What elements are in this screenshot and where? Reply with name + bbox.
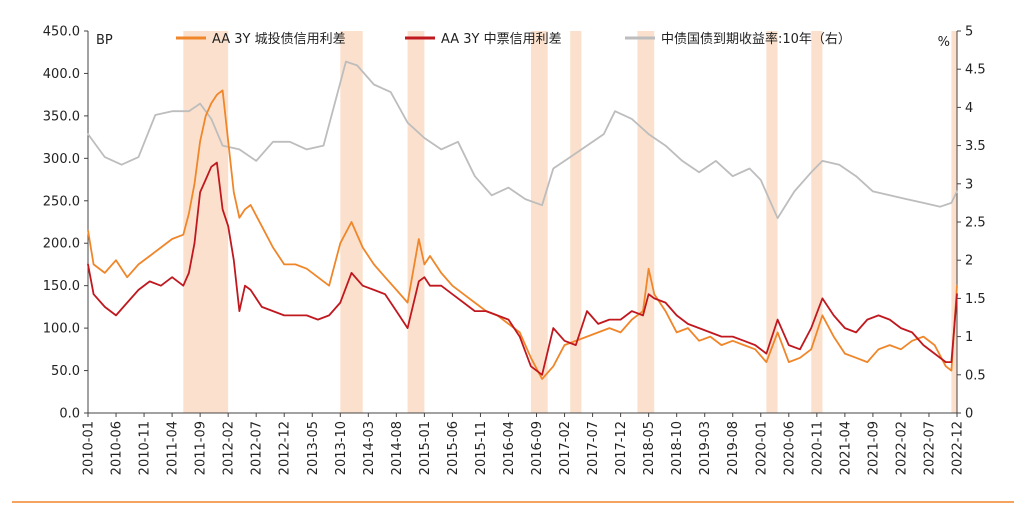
x-tick-label: 2012-02 — [222, 421, 237, 475]
shaded-period — [637, 31, 655, 413]
y-right-tick-label: 2.5 — [965, 216, 986, 231]
y-right-tick-label: 3 — [965, 177, 973, 192]
shaded-period — [530, 31, 548, 413]
y-left-tick-label: 200.0 — [43, 237, 80, 252]
x-tick-label: 2013-10 — [334, 421, 349, 475]
x-tick-label: 2014-03 — [362, 421, 377, 475]
x-tick-label: 2011-04 — [166, 421, 181, 475]
x-tick-label: 2020-06 — [782, 421, 797, 475]
shaded-period — [183, 31, 229, 413]
y-right-tick-label: 2 — [965, 254, 973, 269]
y-left-tick-label: 50.0 — [51, 364, 80, 379]
x-tick-label: 2020-01 — [754, 421, 769, 475]
x-tick-label: 2019-08 — [726, 421, 741, 475]
legend: AA 3Y 城投债信用利差 AA 3Y 中票信用利差 中债国债到期收益率:10年（右… — [176, 31, 851, 47]
y-right-tick-label: 4 — [965, 101, 973, 116]
x-tick-label: 2020-11 — [810, 421, 825, 475]
x-tick-label: 2014-08 — [390, 421, 405, 475]
x-tick-label: 2021-04 — [838, 421, 853, 475]
x-tick-label: 2016-04 — [502, 421, 517, 475]
shaded-period — [766, 31, 778, 413]
x-tick-label: 2011-09 — [194, 421, 209, 475]
x-tick-label: 2017-02 — [558, 421, 573, 475]
right-axis-unit: % — [938, 35, 950, 50]
y-left-tick-label: 300.0 — [43, 152, 80, 167]
x-tick-label: 2010-11 — [138, 421, 153, 475]
x-tick-label: 2022-12 — [951, 421, 966, 475]
x-tick-label: 2021-09 — [866, 421, 881, 475]
x-tick-label: 2022-07 — [922, 421, 937, 475]
x-tick-label: 2012-12 — [278, 421, 293, 475]
left-axis-unit: BP — [96, 33, 113, 48]
y-left-tick-label: 250.0 — [43, 194, 80, 209]
shaded-period — [811, 31, 823, 413]
y-left-tick-label: 450.0 — [43, 25, 80, 40]
x-tick-label: 2017-07 — [586, 421, 601, 475]
y-right-tick-label: 4.5 — [965, 63, 986, 78]
x-tick-label: 2018-10 — [670, 421, 685, 475]
x-tick-label: 2010-01 — [82, 421, 97, 475]
y-right-tick-label: 5 — [965, 25, 973, 40]
x-tick-label: 2018-05 — [642, 421, 657, 475]
y-left-tick-label: 150.0 — [43, 279, 80, 294]
x-tick-label: 2012-07 — [250, 421, 265, 475]
x-tick-label: 2013-05 — [306, 421, 321, 475]
y-left-tick-label: 0.0 — [59, 407, 80, 422]
x-tick-label: 2022-02 — [894, 421, 909, 475]
y-left-tick-label: 350.0 — [43, 109, 80, 124]
x-tick-label: 2016-09 — [530, 421, 545, 475]
y-right-tick-label: 0.5 — [965, 368, 986, 383]
x-tick-label: 2017-12 — [614, 421, 629, 475]
legend-label-3: 中债国债到期收益率:10年（右） — [661, 31, 851, 47]
y-right-tick-label: 1.5 — [965, 292, 986, 307]
x-tick-label: 2015-11 — [474, 421, 489, 475]
shaded-period — [570, 31, 582, 413]
x-tick-label: 2015-01 — [418, 421, 433, 475]
y-left-tick-label: 400.0 — [43, 67, 80, 82]
y-left-tick-label: 100.0 — [43, 322, 80, 337]
y-right-tick-label: 1 — [965, 330, 973, 345]
axes: 0.050.0100.0150.0200.0250.0300.0350.0400… — [12, 25, 1014, 503]
x-tick-label: 2019-03 — [698, 421, 713, 475]
x-tick-label: 2010-06 — [110, 421, 125, 475]
y-right-tick-label: 0 — [965, 407, 973, 422]
series-line-2 — [87, 161, 958, 376]
x-tick-label: 2015-06 — [446, 421, 461, 475]
legend-label-1: AA 3Y 城投债信用利差 — [212, 31, 346, 47]
series-lines — [87, 60, 958, 380]
shaded-periods — [183, 31, 957, 413]
legend-label-2: AA 3Y 中票信用利差 — [441, 32, 562, 47]
shaded-period — [407, 31, 425, 413]
shaded-period — [951, 31, 957, 413]
y-right-tick-label: 3.5 — [965, 139, 986, 154]
